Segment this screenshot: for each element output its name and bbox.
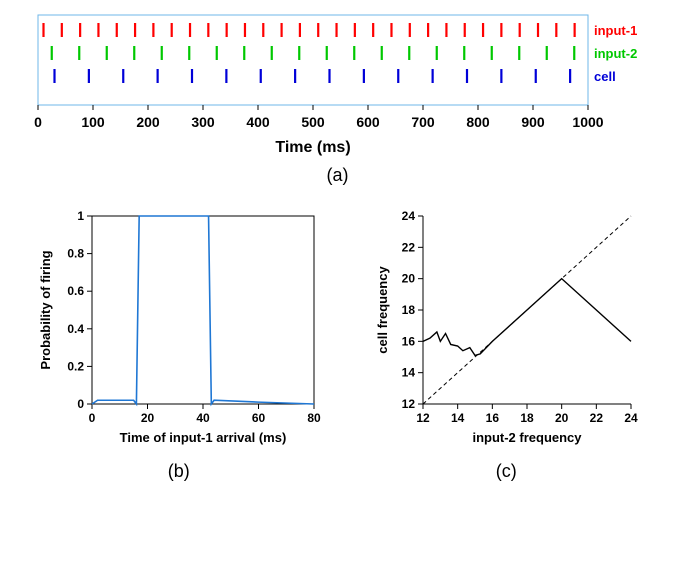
svg-text:24: 24 [402,209,416,223]
svg-text:600: 600 [356,114,380,130]
x-axis-label: input-2 frequency [473,430,583,445]
svg-text:0: 0 [77,397,84,411]
svg-text:900: 900 [521,114,545,130]
svg-text:0.6: 0.6 [67,284,84,298]
x-axis-label: Time (ms) [275,139,350,156]
panel-a: input-1 input-2 cell 0 100 200 300 400 500 600 700… [18,10,658,186]
svg-text:800: 800 [466,114,490,130]
raster-row-label: cell [594,69,616,84]
svg-text:60: 60 [252,411,266,425]
panel-b-caption: (b) [168,461,190,482]
panel-c-caption: (c) [496,461,517,482]
svg-text:20: 20 [555,411,569,425]
svg-text:0: 0 [88,411,95,425]
svg-text:0.4: 0.4 [67,322,84,336]
svg-text:22: 22 [402,240,416,254]
svg-text:14: 14 [451,411,465,425]
svg-text:22: 22 [590,411,604,425]
svg-text:18: 18 [402,303,416,317]
svg-text:16: 16 [402,334,416,348]
panel-b: 0 20 40 60 80 0 0.2 0.4 0.6 0.8 1 Time of input-1 a… [34,206,324,482]
svg-text:500: 500 [301,114,325,130]
svg-text:400: 400 [246,114,270,130]
svg-text:20: 20 [141,411,155,425]
raster-plot: input-1 input-2 cell 0 100 200 300 400 500 600 700… [18,10,658,160]
svg-text:0.2: 0.2 [67,359,84,373]
probability-chart: 0 20 40 60 80 0 0.2 0.4 0.6 0.8 1 Time of input-1 a… [34,206,324,456]
panel-c: 12 14 16 18 20 22 24 12 14 16 18 20 22 24 input-2 freq… [371,206,641,482]
svg-text:1: 1 [77,209,84,223]
svg-text:0.8: 0.8 [67,247,84,261]
svg-text:12: 12 [417,411,431,425]
panel-a-caption: (a) [18,165,658,186]
svg-text:18: 18 [521,411,535,425]
svg-text:40: 40 [196,411,210,425]
frequency-chart: 12 14 16 18 20 22 24 12 14 16 18 20 22 24 input-2 freq… [371,206,641,456]
y-axis-label: cell frequency [375,266,390,354]
svg-text:100: 100 [81,114,105,130]
svg-text:0: 0 [34,114,42,130]
y-axis-label: Probability of firing [38,250,53,369]
svg-text:80: 80 [307,411,321,425]
svg-text:24: 24 [625,411,639,425]
raster-row-label: input-2 [594,46,637,61]
svg-text:700: 700 [411,114,435,130]
svg-text:300: 300 [191,114,215,130]
x-axis-label: Time of input-1 arrival (ms) [119,430,286,445]
svg-text:16: 16 [486,411,500,425]
svg-text:200: 200 [136,114,160,130]
svg-text:20: 20 [402,272,416,286]
svg-text:1000: 1000 [572,114,603,130]
svg-text:12: 12 [402,397,416,411]
raster-row-label: input-1 [594,23,637,38]
bottom-row: 0 20 40 60 80 0 0.2 0.4 0.6 0.8 1 Time of input-1 a… [10,206,665,482]
svg-text:14: 14 [402,366,416,380]
